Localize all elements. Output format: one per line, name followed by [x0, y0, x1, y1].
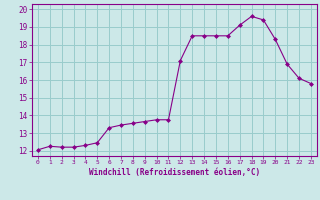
X-axis label: Windchill (Refroidissement éolien,°C): Windchill (Refroidissement éolien,°C) — [89, 168, 260, 177]
